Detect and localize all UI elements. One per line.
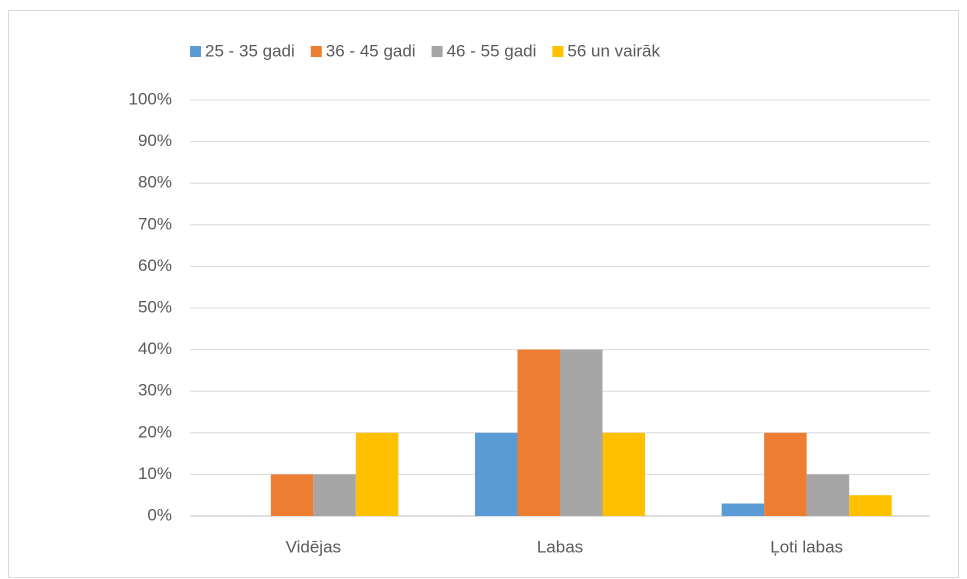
bars (270, 349, 892, 516)
legend-swatch (310, 46, 322, 57)
legend-label: 56 un vairāk (567, 41, 660, 60)
legend-label: 46 - 55 gadi (447, 41, 537, 60)
bar (764, 432, 807, 516)
x-tick-label: Labas (537, 537, 583, 556)
legend-swatch (552, 46, 564, 57)
bar (806, 474, 850, 516)
x-tick-label: Ļoti labas (770, 537, 843, 556)
y-tick-label: 70% (138, 214, 172, 233)
bar (517, 349, 560, 516)
bar (560, 349, 603, 516)
y-tick-label: 50% (138, 297, 172, 316)
y-tick-label: 20% (138, 422, 172, 441)
y-tick-label: 0% (147, 505, 172, 524)
y-tick-label: 90% (138, 131, 172, 150)
bar (475, 432, 518, 516)
labels: 0% 10% 20% 30% 40% 50% 60% 70% 80% 90% 100% Vidējas… (129, 41, 844, 556)
bar (270, 474, 314, 516)
legend-swatch (431, 46, 443, 57)
y-tick-label: 40% (138, 339, 172, 358)
bar (721, 503, 765, 516)
x-tick-label: Vidējas (286, 537, 341, 556)
legend-swatch (190, 46, 201, 57)
y-tick-label: 30% (138, 381, 172, 400)
y-tick-label: 60% (138, 256, 172, 275)
y-tick-label: 80% (138, 173, 172, 192)
bar (602, 432, 645, 516)
y-tick-label: 100% (129, 89, 172, 108)
y-tick-label: 10% (138, 464, 172, 483)
legend-label: 36 - 45 gadi (326, 41, 416, 60)
bar (355, 432, 399, 516)
bar (313, 474, 356, 516)
bar (849, 495, 892, 516)
legend-label: 25 - 35 gadi (205, 41, 295, 60)
